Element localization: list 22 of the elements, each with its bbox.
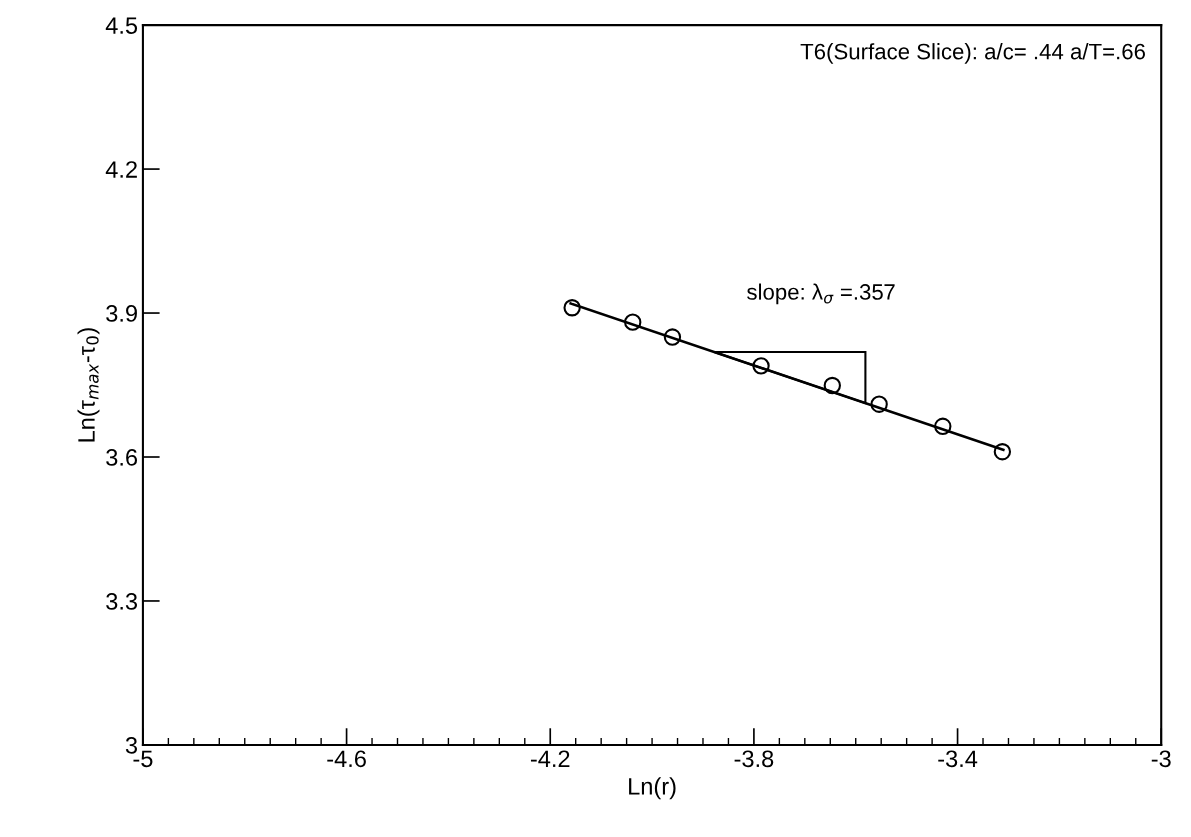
x-tick-label: -3.8 <box>734 750 774 768</box>
y-tick-label: 3.6 <box>106 449 138 466</box>
y-tick-label: 4.2 <box>105 161 137 178</box>
x-tick-label: -3 <box>1151 750 1171 768</box>
point <box>563 299 581 317</box>
point <box>663 328 682 346</box>
point <box>624 313 642 331</box>
annotation: T6(Surface Slice): a/c= .44 a/T=.66 <box>800 43 1145 64</box>
y-tick-label: 3.9 <box>106 305 137 322</box>
point <box>823 376 841 395</box>
point <box>870 395 888 413</box>
y-tick-label: 4.5 <box>105 17 138 34</box>
x-axis-title: Ln(r) <box>629 777 676 800</box>
annotation: slope: λ$_{σ}$ =.357 <box>747 283 895 305</box>
x-tick-label: -4.2 <box>530 750 570 767</box>
x-tick-label: -3.4 <box>938 750 978 768</box>
y-axis-title: Ln(τ$_{max}$-τ$_{0}$) <box>77 328 100 442</box>
y-tick-label: 3.3 <box>106 593 138 610</box>
point <box>752 357 770 375</box>
point <box>993 443 1012 461</box>
x-tick-label: -4.6 <box>327 750 366 768</box>
point <box>934 417 952 435</box>
